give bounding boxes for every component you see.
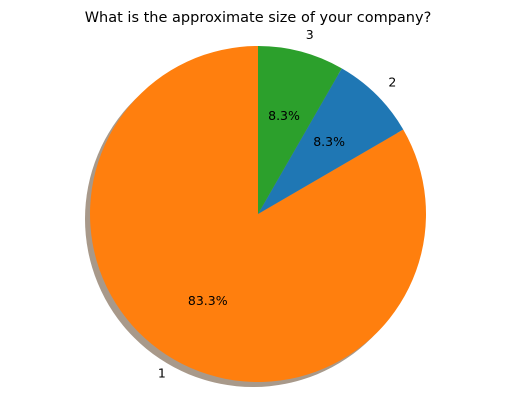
pie-labels: 1 83.3% 2 8.3% 3 8.3%: [158, 27, 396, 381]
slice-percent-label-1: 83.3%: [188, 293, 228, 308]
chart-title: What is the approximate size of your com…: [85, 10, 432, 26]
slice-label-1: 1: [158, 366, 166, 381]
pie-slices: [90, 46, 427, 382]
pie-slice-3: [258, 46, 342, 214]
pie-slice-2: [258, 68, 404, 214]
slice-label-2: 2: [388, 75, 396, 90]
slice-percent-label-3: 8.3%: [268, 108, 300, 123]
slice-percent-label-2: 8.3%: [313, 134, 345, 149]
pie-slice-1: [90, 46, 427, 382]
slice-label-3: 3: [306, 27, 314, 42]
